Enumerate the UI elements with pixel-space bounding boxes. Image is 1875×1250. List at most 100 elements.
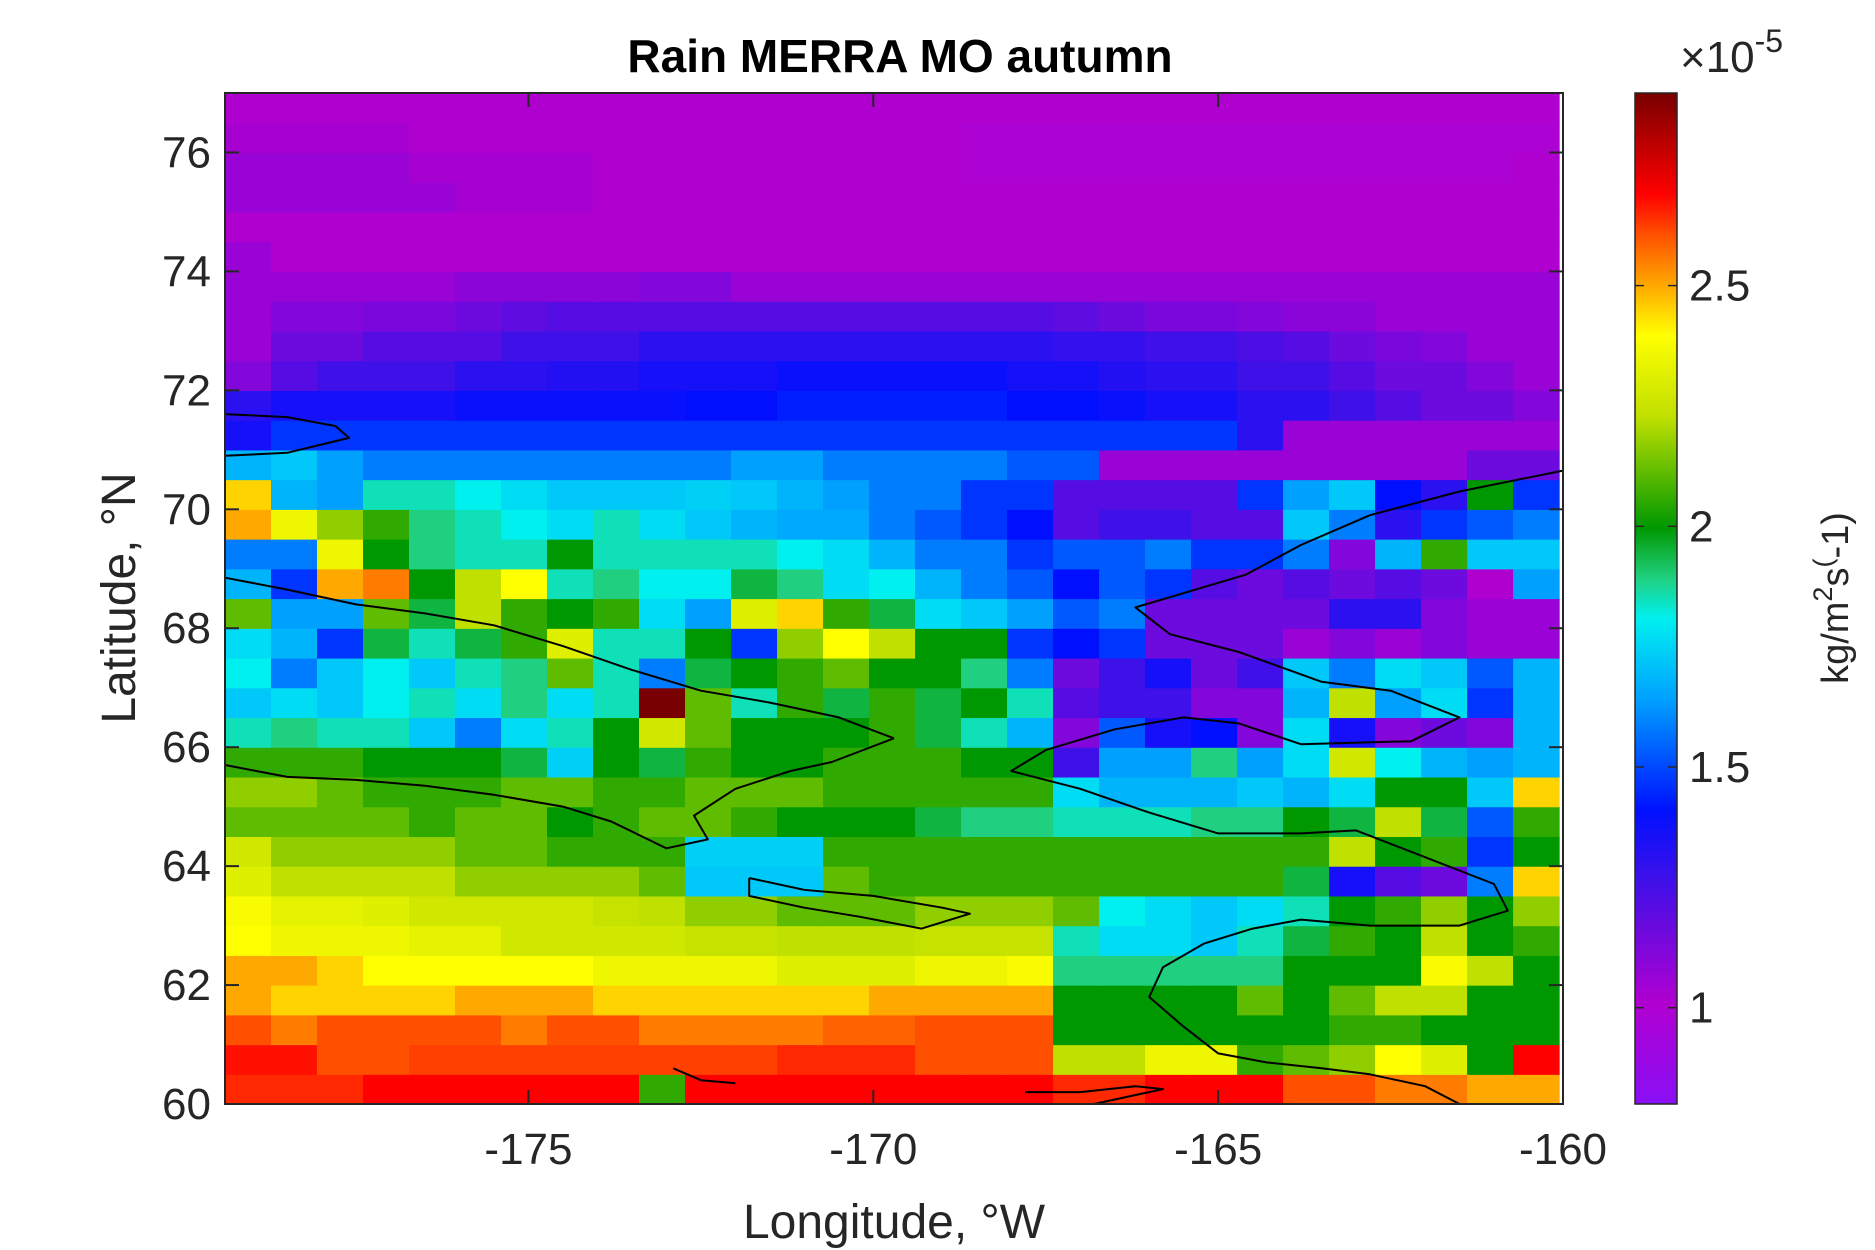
- heatmap-cell: [1191, 509, 1238, 540]
- heatmap-cell: [777, 1044, 824, 1075]
- heatmap-cell: [915, 241, 962, 273]
- heatmap-cell: [547, 747, 594, 778]
- heatmap-cell: [501, 539, 548, 570]
- heatmap-cell: [1329, 776, 1376, 808]
- heatmap-cell: [915, 1074, 962, 1105]
- heatmap-cell: [685, 985, 732, 1016]
- heatmap-cell: [1191, 628, 1238, 659]
- heatmap-cell: [639, 717, 686, 748]
- heatmap-cell: [455, 539, 502, 570]
- heatmap-cell: [777, 182, 824, 213]
- heatmap-cell: [685, 955, 732, 986]
- heatmap-cell: [363, 330, 410, 362]
- heatmap-cell: [823, 241, 870, 273]
- heatmap-cell: [1191, 152, 1238, 183]
- heatmap-cell: [639, 509, 686, 540]
- x-tick-label: -175: [484, 1125, 572, 1174]
- heatmap-cell: [225, 836, 272, 867]
- heatmap-cell: [1237, 776, 1284, 808]
- heatmap-cell: [1421, 420, 1468, 451]
- heatmap-cell: [409, 717, 456, 748]
- heatmap-cell: [409, 806, 456, 837]
- heatmap-cell: [501, 955, 548, 986]
- heatmap-cell: [225, 806, 272, 837]
- heatmap-cell: [731, 182, 778, 213]
- heatmap-cell: [1421, 687, 1468, 719]
- heatmap-cell: [271, 301, 318, 332]
- heatmap-cell: [1329, 955, 1376, 986]
- heatmap-cell: [547, 598, 594, 629]
- heatmap-cell: [639, 152, 686, 183]
- heatmap-cell: [1007, 628, 1054, 659]
- heatmap-cell: [915, 301, 962, 332]
- heatmap-cell: [271, 420, 318, 451]
- heatmap-cell: [869, 598, 916, 629]
- heatmap-cell: [317, 330, 364, 362]
- heatmap-cell: [777, 539, 824, 570]
- heatmap-cell: [455, 1014, 502, 1046]
- heatmap-cell: [1329, 152, 1376, 183]
- heatmap-cell: [777, 330, 824, 362]
- heatmap-cell: [1053, 598, 1100, 629]
- heatmap-cell: [409, 628, 456, 659]
- heatmap-cell: [1191, 747, 1238, 778]
- heatmap-cell: [1283, 1074, 1330, 1105]
- heatmap-cell: [639, 301, 686, 332]
- heatmap-cell: [1421, 568, 1468, 600]
- heatmap-cell: [1467, 449, 1514, 481]
- heatmap-cell: [1375, 866, 1422, 897]
- heatmap-cell: [961, 985, 1008, 1016]
- heatmap-cell: [823, 271, 870, 302]
- heatmap-cell: [685, 93, 732, 124]
- heatmap-cell: [317, 1074, 364, 1105]
- heatmap-cell: [731, 628, 778, 659]
- heatmap-cell: [1099, 479, 1146, 510]
- heatmap-cell: [961, 598, 1008, 629]
- heatmap-cell: [1513, 925, 1560, 956]
- heatmap-cell: [1145, 330, 1192, 362]
- heatmap-cell: [1283, 1044, 1330, 1075]
- heatmap-cell: [1237, 568, 1284, 600]
- heatmap-cell: [409, 330, 456, 362]
- heatmap-cell: [777, 420, 824, 451]
- heatmap-cell: [823, 568, 870, 600]
- heatmap-cell: [225, 152, 272, 183]
- heatmap-cell: [1375, 568, 1422, 600]
- heatmap-cell: [1191, 539, 1238, 570]
- heatmap-cell: [363, 836, 410, 867]
- heatmap-cell: [869, 360, 916, 391]
- heatmap-cell: [363, 122, 410, 154]
- heatmap-cell: [685, 390, 732, 421]
- heatmap-cell: [271, 628, 318, 659]
- heatmap-cell: [639, 479, 686, 510]
- heatmap-cell: [1329, 925, 1376, 956]
- heatmap-cell: [1237, 152, 1284, 183]
- heatmap-cell: [869, 568, 916, 600]
- heatmap-cell: [225, 1074, 272, 1105]
- heatmap-cell: [1237, 479, 1284, 510]
- heatmap-cell: [317, 211, 364, 243]
- heatmap-cell: [1513, 360, 1560, 391]
- heatmap-cell: [593, 628, 640, 659]
- heatmap-cell: [915, 1014, 962, 1046]
- heatmap-cell: [685, 330, 732, 362]
- heatmap-cell: [731, 420, 778, 451]
- heatmap-cell: [777, 1014, 824, 1046]
- heatmap-cell: [593, 1044, 640, 1075]
- heatmap-cell: [961, 1044, 1008, 1075]
- heatmap-cell: [547, 301, 594, 332]
- heatmap-cell: [547, 420, 594, 451]
- heatmap-cell: [1053, 747, 1100, 778]
- heatmap-cell: [455, 925, 502, 956]
- heatmap-cell: [1467, 390, 1514, 421]
- heatmap-cell: [409, 360, 456, 391]
- heatmap-cell: [1421, 925, 1468, 956]
- heatmap-cell: [1007, 211, 1054, 243]
- heatmap-cell: [639, 182, 686, 213]
- heatmap-cell: [409, 271, 456, 302]
- heatmap-cell: [501, 301, 548, 332]
- heatmap-cell: [501, 866, 548, 897]
- heatmap-cell: [1421, 93, 1468, 124]
- heatmap-cell: [225, 330, 272, 362]
- x-axis-label: Longitude, °W: [743, 1196, 1046, 1249]
